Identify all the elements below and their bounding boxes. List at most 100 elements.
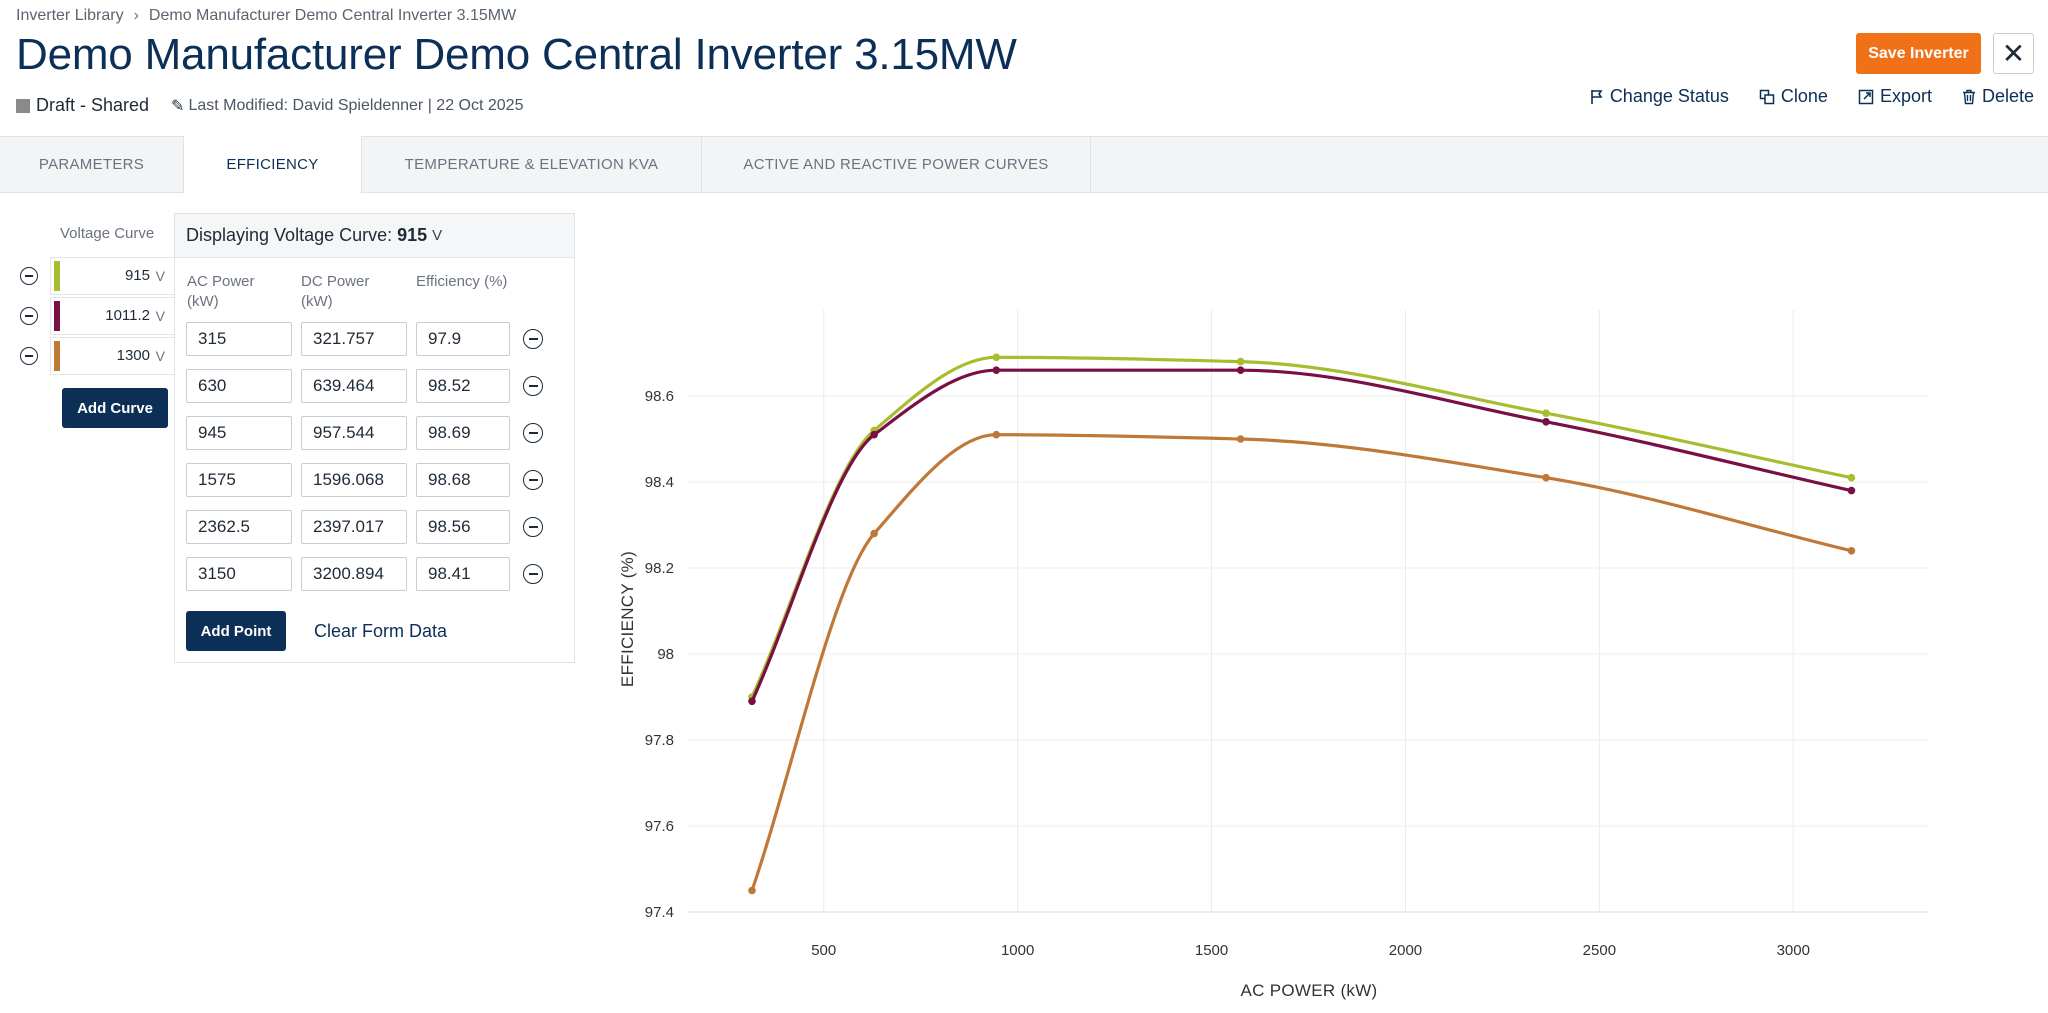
last-modified: Last Modified: David Spieldenner | 22 Oc…	[188, 96, 524, 114]
ac-power-input[interactable]	[186, 510, 292, 544]
series-line	[750, 355, 1854, 699]
meta-row: Draft - Shared ✎ Last Modified: David Sp…	[16, 95, 523, 116]
x-tick-label: 1500	[1195, 942, 1228, 959]
ac-power-input[interactable]	[186, 322, 292, 356]
panel-header: Displaying Voltage Curve: 915 V	[175, 214, 574, 258]
dc-power-input[interactable]	[301, 510, 407, 544]
tab-bar: PARAMETERS EFFICIENCY TEMPERATURE & ELEV…	[0, 136, 2048, 194]
remove-curve-icon[interactable]	[20, 347, 38, 365]
efficiency-input[interactable]	[416, 463, 510, 497]
trash-icon	[1962, 89, 1975, 104]
y-tick-label: 97.4	[645, 904, 674, 921]
y-tick-label: 98.6	[645, 388, 674, 405]
delete-button[interactable]: Delete	[1962, 86, 2034, 107]
efficiency-input[interactable]	[416, 557, 510, 591]
x-tick-label: 3000	[1777, 942, 1810, 959]
y-tick-label: 98.2	[645, 560, 674, 577]
tab-active-reactive-power-curves[interactable]: ACTIVE AND REACTIVE POWER CURVES	[702, 136, 1091, 193]
x-tick-label: 500	[811, 942, 836, 959]
series-line	[750, 433, 1854, 893]
clone-button[interactable]: Clone	[1759, 86, 1828, 107]
voltage-unit: V	[155, 348, 165, 364]
data-point	[1847, 547, 1856, 555]
data-point	[1236, 435, 1245, 443]
add-point-button[interactable]: Add Point	[186, 611, 286, 651]
tab-temperature-elevation-kva[interactable]: TEMPERATURE & ELEVATION KVA	[362, 136, 702, 193]
dc-power-input[interactable]	[301, 369, 407, 403]
data-point	[1542, 473, 1550, 482]
data-point	[992, 353, 1001, 362]
ac-power-input[interactable]	[186, 416, 292, 450]
remove-point-icon[interactable]	[523, 376, 543, 396]
y-axis-label: EFFICIENCY (%)	[618, 551, 637, 687]
page-title: Demo Manufacturer Demo Central Inverter …	[16, 30, 1017, 79]
flag-icon	[1591, 89, 1603, 104]
panel-title: Displaying Voltage Curve:	[186, 225, 393, 245]
data-point	[1847, 473, 1856, 482]
efficiency-input[interactable]	[416, 416, 510, 450]
chevron-right-icon: ›	[133, 7, 139, 24]
pencil-icon: ✎	[171, 97, 185, 115]
export-button[interactable]: Export	[1858, 86, 1932, 107]
status-label: Draft - Shared	[36, 95, 150, 115]
data-point	[1236, 357, 1245, 366]
remove-curve-icon[interactable]	[20, 267, 38, 285]
remove-point-icon[interactable]	[523, 329, 543, 349]
close-icon: ✕	[2001, 38, 2026, 69]
selected-voltage: 915	[397, 225, 428, 245]
voltage-curve-value: 915	[124, 267, 150, 284]
data-point	[992, 430, 1001, 439]
data-point	[870, 430, 878, 439]
close-button[interactable]: ✕	[1993, 33, 2034, 74]
efficiency-input[interactable]	[416, 369, 510, 403]
voltage-curve-item[interactable]: 1011.2 V	[50, 297, 174, 335]
save-inverter-button[interactable]: Save Inverter	[1856, 33, 1981, 74]
ac-power-input[interactable]	[186, 463, 292, 497]
efficiency-input[interactable]	[416, 510, 510, 544]
selected-voltage-unit: V	[432, 227, 443, 244]
remove-point-icon[interactable]	[523, 470, 543, 490]
data-point	[1847, 486, 1856, 495]
voltage-curve-value: 1011.2	[105, 307, 150, 324]
remove-point-icon[interactable]	[523, 423, 543, 443]
data-point	[870, 529, 878, 538]
dc-power-input[interactable]	[301, 322, 407, 356]
y-tick-label: 98.4	[645, 474, 674, 491]
series-line	[750, 368, 1854, 703]
y-tick-label: 97.8	[645, 732, 674, 749]
x-tick-label: 2000	[1389, 942, 1422, 959]
dc-power-input[interactable]	[301, 557, 407, 591]
breadcrumb: Inverter Library › Demo Manufacturer Dem…	[16, 7, 516, 25]
voltage-curve-item[interactable]: 1300 V	[50, 337, 174, 375]
tab-efficiency[interactable]: EFFICIENCY	[183, 136, 362, 194]
delete-label: Delete	[1981, 86, 2034, 106]
efficiency-input[interactable]	[416, 322, 510, 356]
voltage-curve-item[interactable]: 915 V	[50, 257, 174, 295]
breadcrumb-inverter-library[interactable]: Inverter Library	[16, 7, 124, 24]
voltage-curve-value: 1300	[116, 347, 150, 364]
curve-data-panel: Displaying Voltage Curve: 915 V AC Power…	[174, 213, 575, 663]
tab-parameters[interactable]: PARAMETERS	[0, 136, 184, 193]
breadcrumb-current: Demo Manufacturer Demo Central Inverter …	[148, 7, 517, 24]
curve-color-swatch	[54, 301, 60, 331]
change-status-button[interactable]: Change Status	[1590, 86, 1729, 107]
export-icon	[1858, 89, 1874, 104]
dc-power-input[interactable]	[301, 463, 407, 497]
dc-power-input[interactable]	[301, 416, 407, 450]
add-curve-button[interactable]: Add Curve	[62, 388, 168, 428]
y-tick-label: 97.6	[645, 818, 674, 835]
ac-power-input[interactable]	[186, 369, 292, 403]
voltage-curve-row: 915 V	[20, 257, 174, 295]
voltage-unit: V	[155, 308, 165, 324]
data-point	[1236, 366, 1245, 374]
remove-curve-icon[interactable]	[20, 307, 38, 325]
x-tick-label: 2500	[1583, 942, 1616, 959]
voltage-curve-row: 1011.2 V	[20, 297, 174, 335]
remove-point-icon[interactable]	[523, 517, 543, 537]
ac-power-input[interactable]	[186, 557, 292, 591]
action-bar: Change Status Clone Export Delete	[1590, 86, 2034, 107]
data-point	[1542, 418, 1550, 426]
data-point	[992, 366, 1001, 374]
clear-form-data-link[interactable]: Clear Form Data	[314, 621, 448, 641]
remove-point-icon[interactable]	[523, 564, 543, 584]
